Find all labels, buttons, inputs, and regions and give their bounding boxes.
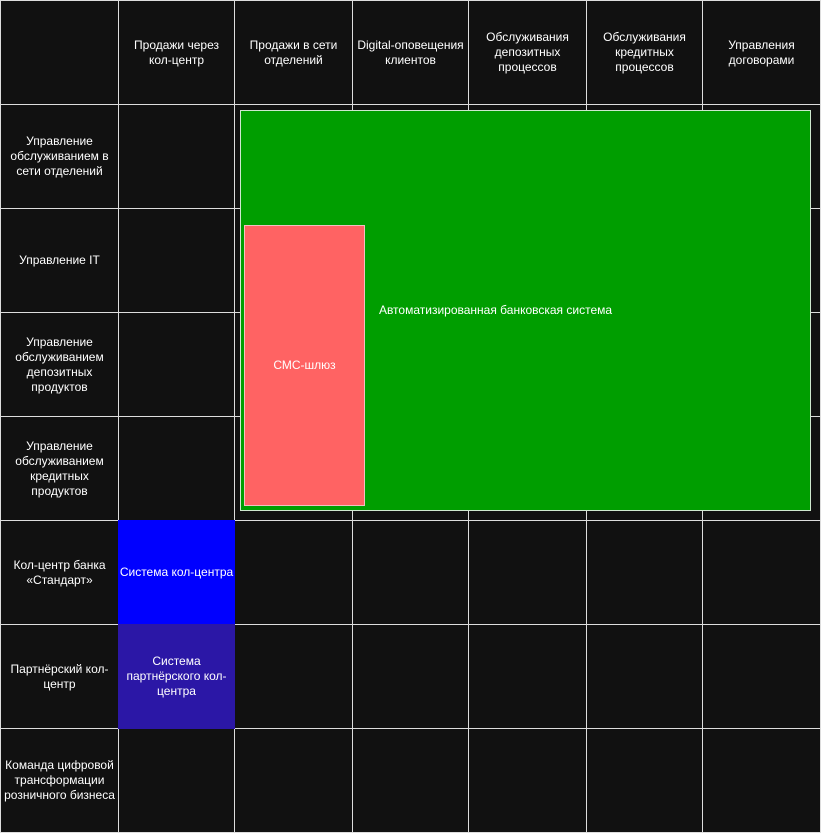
row-header-label: Управление IT (19, 253, 100, 267)
grid-cell (118, 416, 235, 521)
column-header-deposit-processes: Обслуживания депозитных процессов (468, 0, 587, 105)
column-header-label: Digital-оповещения клиентов (357, 37, 464, 67)
row-header-deposit-products: Управление обслуживанием депозитных прод… (0, 312, 119, 417)
corner-cell (0, 0, 119, 105)
grid-cell (234, 624, 353, 729)
column-header-credit-processes: Обслуживания кредитных процессов (586, 0, 703, 105)
row-header-label: Кол-центр банка «Стандарт» (13, 557, 106, 587)
row-header-branch-service: Управление обслуживанием в сети отделени… (0, 104, 119, 209)
partner-callcenter-system-label: Система партнёрского кол-центра (126, 654, 227, 698)
row-header-partner-callcenter: Партнёрский кол-центр (0, 624, 119, 729)
row-header-credit-products: Управление обслуживанием кредитных проду… (0, 416, 119, 521)
column-header-label: Обслуживания кредитных процессов (603, 30, 686, 74)
grid-cell (118, 208, 235, 313)
grid-cell (702, 624, 821, 729)
grid-cell (118, 728, 235, 833)
column-header-branch-sales: Продажи в сети отделений (234, 0, 353, 105)
row-header-bank-callcenter: Кол-центр банка «Стандарт» (0, 520, 119, 625)
sms-gateway-label: СМС-шлюз (273, 358, 336, 372)
grid-cell (702, 520, 821, 625)
partner-callcenter-system-box[interactable]: Система партнёрского кол-центра (118, 624, 235, 729)
column-header-digital-notifications: Digital-оповещения клиентов (352, 0, 469, 105)
grid-cell (586, 624, 703, 729)
sms-gateway-box[interactable]: СМС-шлюз (244, 225, 365, 506)
callcenter-system-box[interactable]: Система кол-центра (118, 520, 235, 625)
grid-cell (468, 728, 587, 833)
callcenter-system-label: Система кол-центра (119, 565, 234, 579)
row-header-label: Управление обслуживанием в сети отделени… (10, 134, 109, 178)
grid-cell (118, 104, 235, 209)
grid-cell (234, 520, 353, 625)
grid-cell (118, 312, 235, 417)
grid-cell (352, 624, 469, 729)
column-header-label: Продажи через кол-центр (134, 37, 219, 67)
grid-cell (352, 520, 469, 625)
grid-cell (352, 728, 469, 833)
grid-cell (468, 624, 587, 729)
abs-system-label: Автоматизированная банковская система (378, 303, 613, 317)
grid-cell (586, 520, 703, 625)
row-header-label: Команда цифровой трансформации розничног… (4, 758, 115, 802)
grid-cell (702, 728, 821, 833)
column-header-contracts: Управления договорами (702, 0, 821, 105)
row-header-digital-transformation: Команда цифровой трансформации розничног… (0, 728, 119, 833)
column-header-label: Обслуживания депозитных процессов (486, 30, 569, 74)
grid-cell (468, 520, 587, 625)
row-header-label: Управление обслуживанием депозитных прод… (15, 334, 104, 394)
row-header-it: Управление IT (0, 208, 119, 313)
column-header-label: Управления договорами (728, 37, 795, 67)
row-header-label: Партнёрский кол-центр (10, 661, 109, 691)
column-header-callcenter-sales: Продажи через кол-центр (118, 0, 235, 105)
grid-cell (586, 728, 703, 833)
column-header-label: Продажи в сети отделений (249, 37, 338, 67)
grid-cell (234, 728, 353, 833)
row-header-label: Управление обслуживанием кредитных проду… (15, 438, 104, 498)
